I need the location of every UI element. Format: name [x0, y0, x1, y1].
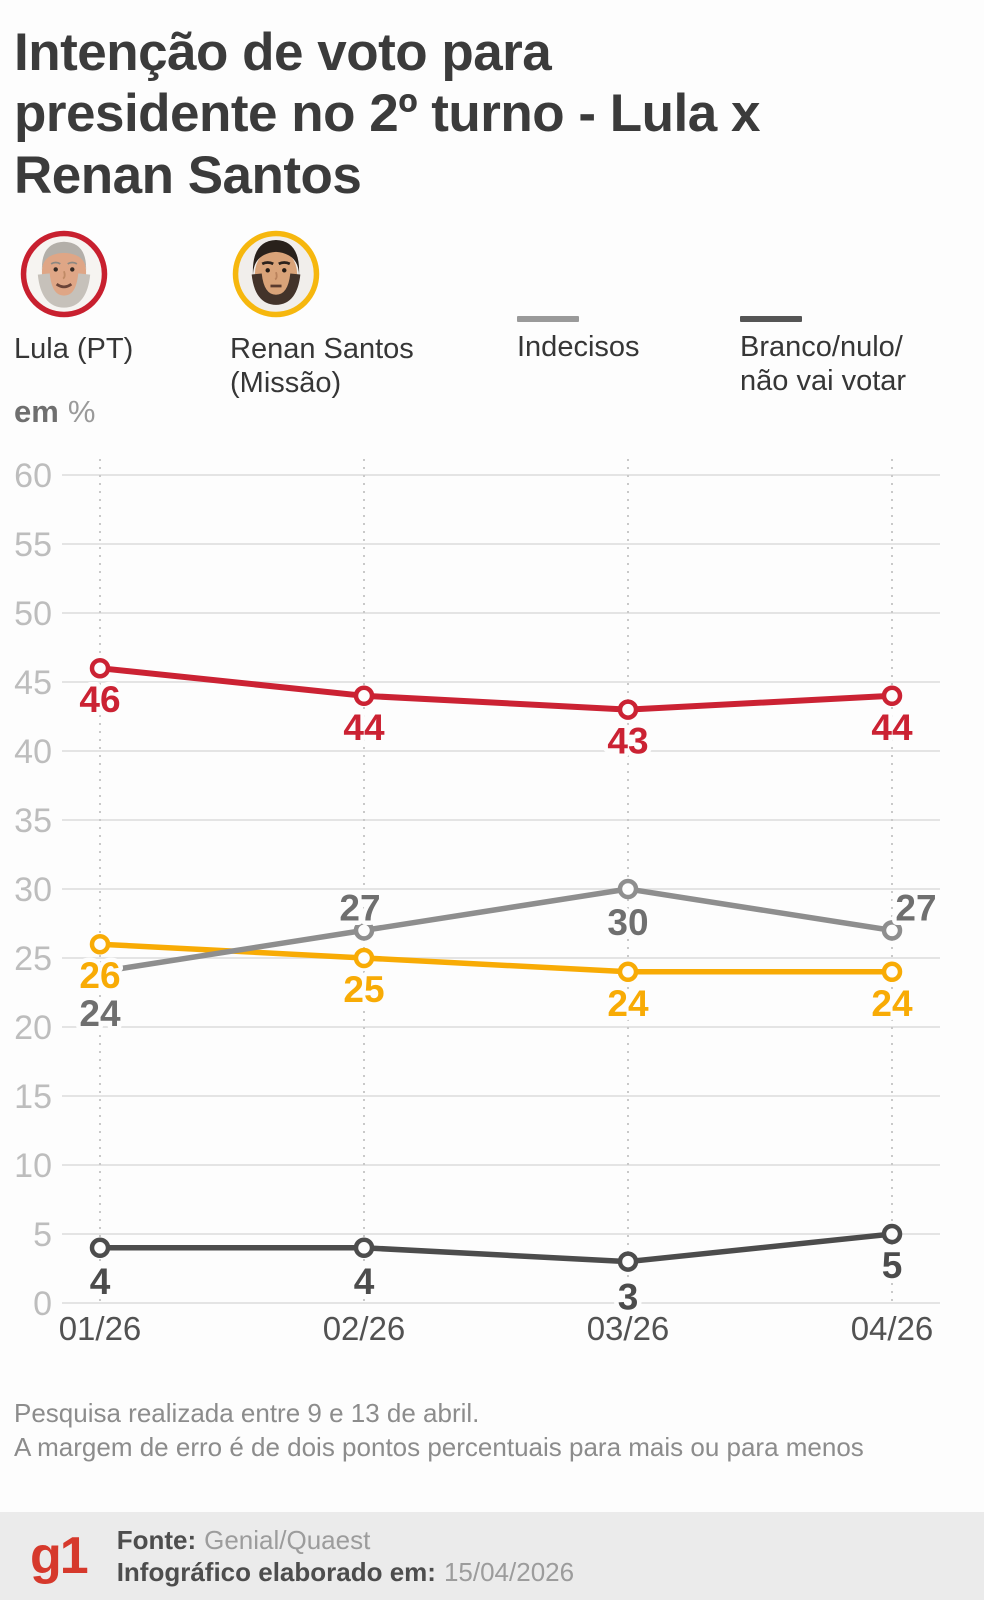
- data-label: 27: [339, 887, 380, 928]
- x-tick-label: 04/26: [851, 1310, 934, 1347]
- y-tick-label: 45: [14, 664, 52, 702]
- data-point: [617, 961, 639, 983]
- data-point: [881, 1223, 903, 1245]
- yellow-ring: [232, 230, 320, 318]
- data-point: [89, 657, 111, 679]
- data-point: [89, 1237, 111, 1259]
- footnote-1: Pesquisa realizada entre 9 e 13 de abril…: [14, 1398, 480, 1428]
- source-value: Genial/Quaest: [204, 1524, 371, 1555]
- legend-item-renan: Renan Santos (Missão): [230, 228, 414, 399]
- legend-label-indecisos: Indecisos: [517, 331, 640, 363]
- data-label: 46: [79, 679, 120, 720]
- footnotes: Pesquisa realizada entre 9 e 13 de abril…: [14, 1396, 864, 1465]
- unit-em: em: [14, 394, 59, 429]
- y-tick-label: 60: [14, 457, 52, 495]
- info-value: 15/04/2026: [443, 1557, 575, 1587]
- y-tick-label: 50: [14, 595, 52, 633]
- data-label: 43: [607, 721, 648, 762]
- y-tick-label: 5: [33, 1216, 52, 1254]
- renan-avatar-icon: [232, 230, 320, 318]
- legend-label-branco-nulo: Branco/nulo/ não vai votar: [740, 331, 907, 398]
- series-line: [97, 665, 895, 713]
- data-point: [617, 878, 639, 900]
- data-label: 4: [354, 1261, 375, 1302]
- footnote-2: A margem de erro é de dois pontos percen…: [14, 1432, 864, 1463]
- data-point: [617, 1251, 639, 1272]
- data-label: 44: [343, 707, 385, 748]
- x-tick-label: 01/26: [59, 1310, 142, 1347]
- data-label: 5: [882, 1245, 903, 1286]
- data-label: 4: [90, 1261, 111, 1302]
- g1-logo: g1: [30, 1527, 89, 1585]
- page-title: Intenção de voto para presidente no 2º t…: [14, 22, 964, 206]
- dark-beard: [251, 273, 301, 305]
- smile: [55, 282, 73, 289]
- red-ring: [20, 230, 108, 318]
- legend-item-lula: Lula (PT): [14, 228, 133, 365]
- y-tick-label: 35: [14, 802, 52, 840]
- y-tick-label: 20: [14, 1009, 52, 1047]
- y-tick-label: 55: [14, 526, 52, 564]
- data-label: 24: [871, 983, 913, 1024]
- series-line: [97, 886, 895, 975]
- title-line-3: Renan Santos: [14, 145, 362, 205]
- data-point: [353, 920, 375, 941]
- title-line-1: Intenção de voto para: [14, 23, 552, 82]
- legend-label-renan: Renan Santos (Missão): [230, 333, 414, 400]
- data-label: 30: [607, 902, 648, 943]
- unit-percent: %: [67, 394, 96, 429]
- y-tick-label: 0: [33, 1285, 52, 1323]
- source-label: Fonte:: [116, 1524, 197, 1555]
- y-tick-label: 10: [14, 1147, 52, 1185]
- y-tick-label: 40: [14, 733, 52, 771]
- data-label: 3: [618, 1277, 639, 1318]
- y-tick-label: 15: [14, 1078, 52, 1116]
- y-tick-label: 30: [14, 871, 52, 909]
- data-point: [89, 961, 111, 983]
- unit-label: em%: [14, 394, 95, 430]
- data-point: [881, 961, 903, 983]
- data-label: 24: [607, 983, 649, 1024]
- data-label: 27: [895, 887, 936, 928]
- branco-nulo-line-swatch: [740, 316, 802, 322]
- data-label: 25: [343, 969, 384, 1010]
- footer-bar: g1 Fonte: Genial/Quaest Infográfico elabo…: [0, 1512, 984, 1600]
- x-tick-label: 02/26: [323, 1310, 406, 1347]
- data-label: 44: [871, 707, 913, 748]
- dark-hair: [252, 239, 300, 276]
- data-label: 26: [79, 955, 120, 996]
- legend-label-lula: Lula (PT): [14, 333, 134, 365]
- info-label: Infográfico elaborado em:: [116, 1557, 436, 1587]
- data-point: [881, 685, 903, 707]
- credits: Fonte: Genial/Quaest Infográfico elaborad…: [117, 1524, 574, 1589]
- gray-hair: [41, 241, 87, 271]
- data-point: [353, 685, 375, 707]
- chart-legend: Lula (PT) Renan Santos (Missão): [0, 228, 984, 413]
- series-line: [97, 1231, 895, 1265]
- data-point: [617, 699, 639, 720]
- indecisos-line-swatch: [517, 316, 579, 322]
- y-tick-label: 25: [14, 940, 52, 978]
- line-chart: 0 5 10 15 20 25 30 35 40 45 50 55 60 01/26 02/26 03/26 0…: [0, 435, 984, 1355]
- data-point: [89, 933, 111, 955]
- gray-beard: [37, 273, 91, 308]
- title-line-2: presidente no 2º turno - Lula x: [14, 84, 760, 144]
- lula-avatar-icon: [20, 230, 108, 318]
- data-label: 24: [79, 993, 121, 1034]
- data-point: [353, 1237, 375, 1259]
- data-point: [353, 947, 375, 969]
- data-point: [881, 920, 903, 941]
- x-tick-label: 03/26: [587, 1310, 670, 1347]
